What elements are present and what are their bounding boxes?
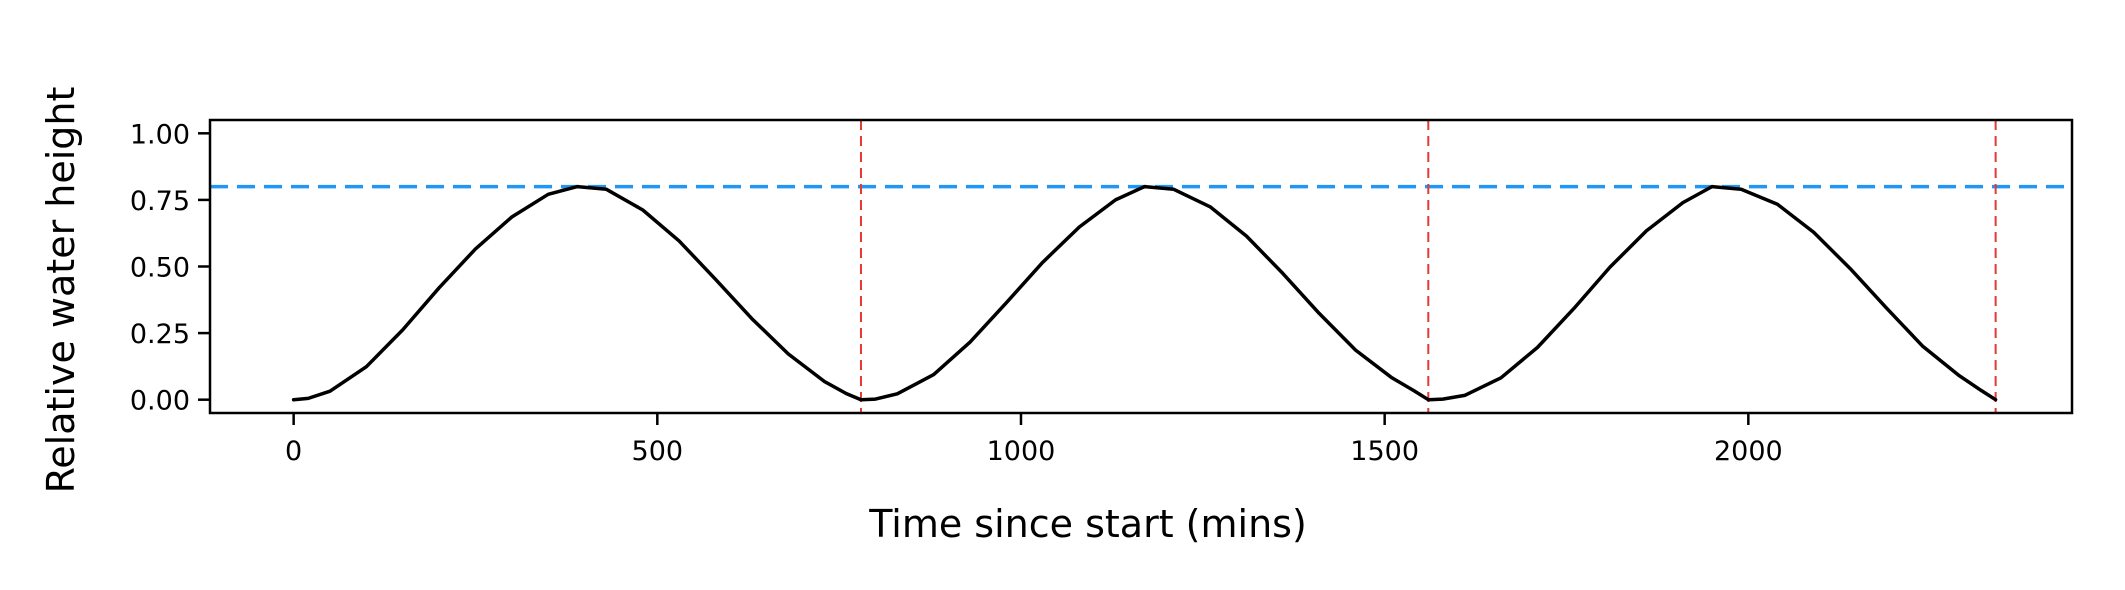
- y-tick-label: 0.00: [130, 386, 190, 417]
- y-tick-label: 0.25: [130, 319, 190, 350]
- x-axis-label: Time since start (mins): [868, 502, 1307, 546]
- series-line-1: [291, 184, 1998, 402]
- x-tick-label: 2000: [1714, 436, 1783, 467]
- x-axis: 0 500 1000 1500 2000: [285, 413, 1783, 467]
- x-tick-label: 1500: [1350, 436, 1419, 467]
- plot-area: [208, 118, 2074, 415]
- x-tick-label: 0: [285, 436, 302, 467]
- y-tick-label: 0.75: [130, 186, 190, 217]
- x-tick-label: 500: [632, 436, 684, 467]
- y-tick-label: 1.00: [130, 119, 190, 150]
- y-tick-label: 0.50: [130, 253, 190, 284]
- y-axis: 0.00 0.25 0.50 0.75 1.00: [130, 119, 210, 417]
- plot-frame: [208, 118, 2074, 415]
- x-tick-label: 1000: [987, 436, 1056, 467]
- y-axis-label: Relative water height: [39, 87, 83, 494]
